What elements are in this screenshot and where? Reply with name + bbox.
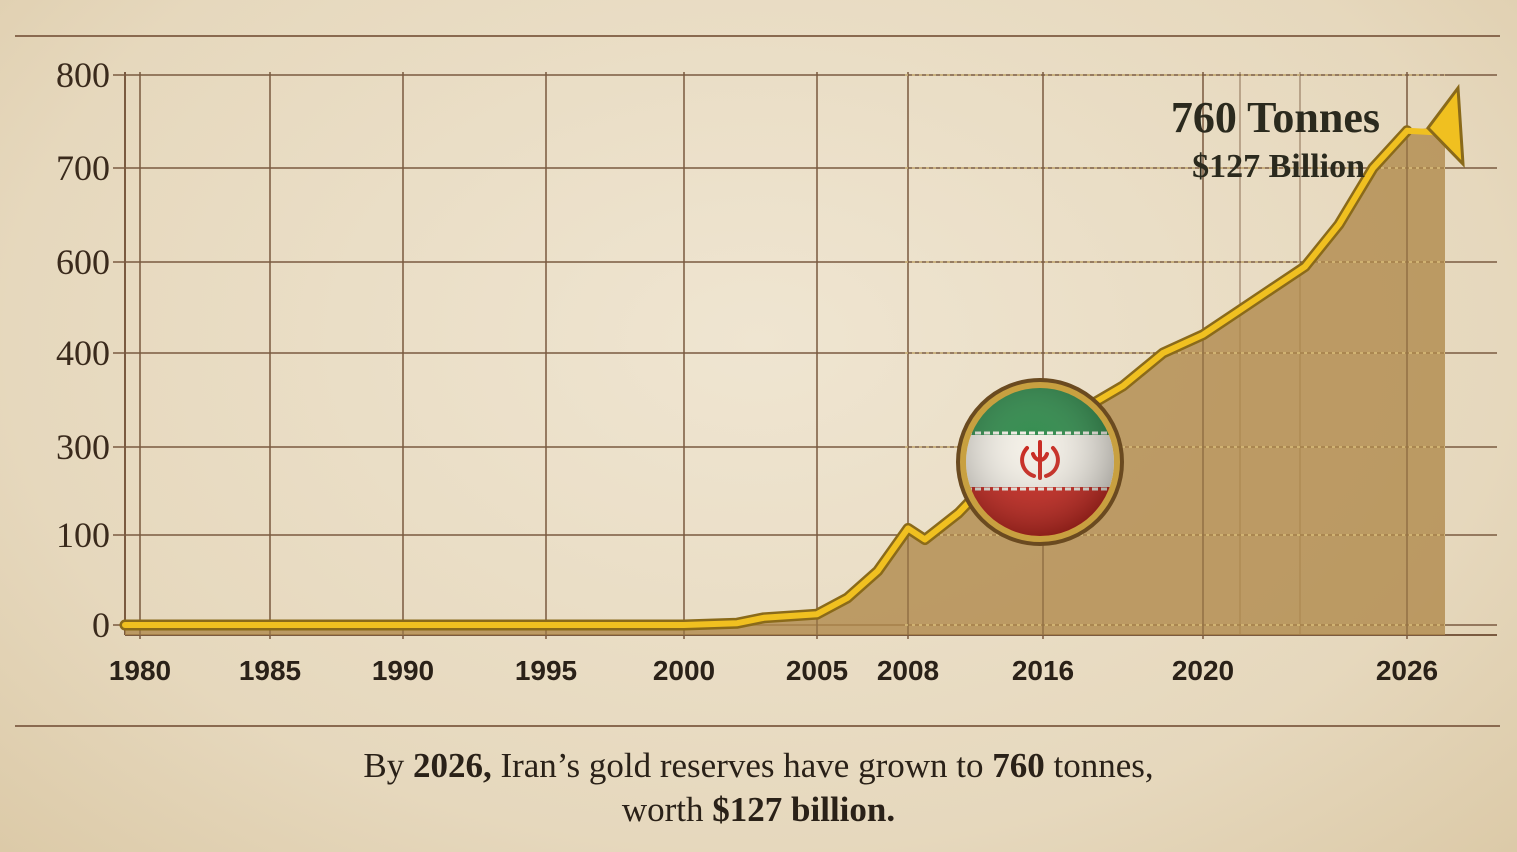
x-tick-label-1980: 1980 bbox=[109, 655, 171, 686]
x-tick-label-1985: 1985 bbox=[239, 655, 301, 686]
x-tick-label-2016: 2016 bbox=[1012, 655, 1074, 686]
grid-over-area bbox=[139, 72, 1445, 639]
chart-caption: By 2026, Iran’s gold reserves have grown… bbox=[0, 744, 1517, 832]
y-axis-ticks: 0 100 300 400 600 700 800 bbox=[56, 55, 110, 645]
x-tick-label-2020: 2020 bbox=[1172, 655, 1234, 686]
y-tick-label-100: 100 bbox=[56, 515, 110, 555]
iran-flag-icon bbox=[956, 378, 1124, 546]
y-tick-label-600: 600 bbox=[56, 242, 110, 282]
x-tick-label-1990: 1990 bbox=[372, 655, 434, 686]
y-tick-label-700: 700 bbox=[56, 148, 110, 188]
y-tick-label-400: 400 bbox=[56, 333, 110, 373]
x-tick-label-1995: 1995 bbox=[515, 655, 577, 686]
y-tick-label-800: 800 bbox=[56, 55, 110, 95]
x-tick-label-2000: 2000 bbox=[653, 655, 715, 686]
annotation-tonnes: 760 Tonnes bbox=[1171, 93, 1380, 142]
arrowhead bbox=[1426, 83, 1465, 168]
caption-line-1: By 2026, Iran’s gold reserves have grown… bbox=[363, 746, 1154, 785]
reserves-area bbox=[125, 125, 1445, 636]
x-tick-label-2026: 2026 bbox=[1376, 655, 1438, 686]
y-tick-label-0: 0 bbox=[92, 605, 110, 645]
y-tick-label-300: 300 bbox=[56, 427, 110, 467]
annotation-value: $127 Billion bbox=[1192, 148, 1365, 185]
x-axis-ticks: 1980 1985 1990 1995 2000 2005 2008 2016 2020 2026 bbox=[109, 655, 1438, 686]
caption-line-2: worth $127 billion. bbox=[621, 790, 896, 829]
x-tick-label-2005: 2005 bbox=[786, 655, 848, 686]
x-tick-label-2008: 2008 bbox=[877, 655, 939, 686]
